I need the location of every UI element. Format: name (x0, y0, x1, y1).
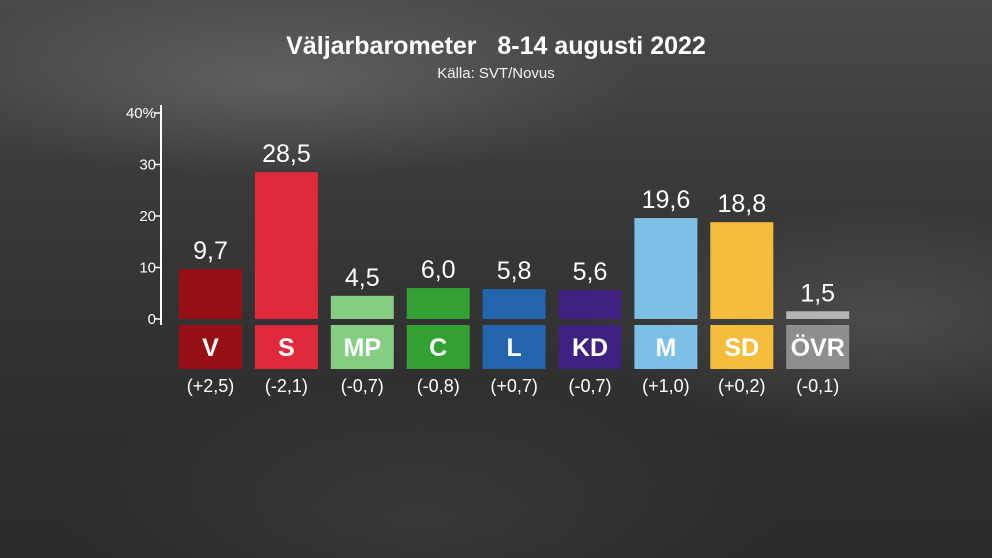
change-label: (-0,7) (341, 376, 384, 396)
change-label: (+0,7) (490, 376, 538, 396)
party-label-box (710, 325, 774, 369)
bar-v (179, 269, 242, 319)
change-label: (-0,8) (417, 376, 460, 396)
bar-l (482, 289, 546, 319)
value-label: 19,6 (642, 186, 691, 214)
value-label: 9,7 (193, 237, 228, 265)
bar-mp (330, 295, 394, 319)
party-label: L (506, 334, 521, 362)
bar-övr (786, 311, 850, 319)
party-label: SD (724, 334, 759, 362)
value-label: 28,5 (262, 140, 311, 168)
party-label: M (655, 334, 676, 362)
bar-kd (558, 290, 622, 319)
party-label: ÖVR (791, 333, 845, 362)
party-label-box (330, 325, 394, 369)
change-label: (+1,0) (642, 376, 690, 396)
bar-s (254, 172, 318, 319)
change-label: (-0,7) (568, 376, 611, 396)
change-label: (-0,1) (796, 376, 839, 396)
party-label-box (482, 325, 546, 369)
party-label-box (406, 325, 470, 369)
value-label: 1,5 (800, 279, 835, 307)
chart-source: Källa: SVT/Novus (437, 65, 555, 82)
party-label: KD (572, 334, 608, 362)
y-tick-label: 10 (139, 260, 156, 277)
y-tick-label: 30 (139, 157, 156, 174)
value-label: 6,0 (421, 256, 456, 284)
value-label: 5,6 (573, 258, 608, 286)
chart-title: Väljarbarometer 8-14 augusti 2022 (286, 32, 706, 60)
bar-m (634, 218, 698, 319)
value-label: 18,8 (717, 190, 766, 218)
party-label-box (558, 325, 622, 369)
party-label-box (254, 325, 318, 369)
change-label: (+2,5) (187, 376, 235, 396)
value-label: 5,8 (497, 257, 532, 285)
party-label-box (786, 325, 850, 369)
y-tick-label: 40% (126, 105, 156, 122)
party-label-box (634, 325, 698, 369)
party-label: S (278, 334, 295, 362)
value-label: 4,5 (345, 264, 380, 292)
change-label: (+0,2) (718, 376, 766, 396)
party-label: MP (344, 334, 382, 362)
y-tick-label: 0 (148, 311, 156, 328)
bar-c (406, 288, 470, 319)
party-label: V (202, 334, 219, 362)
bar-sd (710, 222, 774, 319)
party-label: C (429, 334, 447, 362)
chart-header: Väljarbarometer 8-14 augusti 2022 Källa:… (0, 30, 992, 84)
party-label-box (179, 325, 242, 369)
y-tick-label: 20 (139, 208, 156, 225)
change-label: (-2,1) (265, 376, 308, 396)
